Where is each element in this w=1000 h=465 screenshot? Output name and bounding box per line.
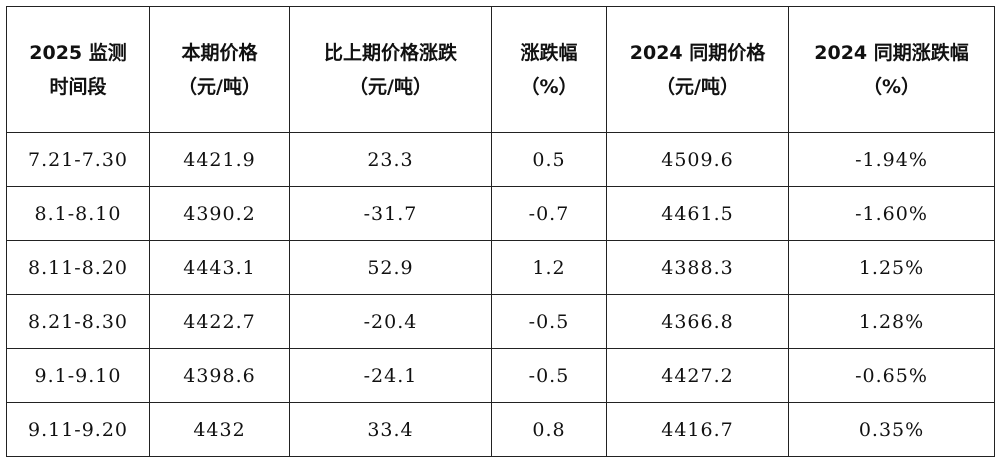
cell-2024-change-rate: 1.25%	[788, 240, 995, 295]
table-row: 8.1-8.10 4390.2 -31.7 -0.7 4461.5 -1.60%	[6, 186, 995, 241]
header-change-rate: 涨跌幅 （%）	[491, 6, 607, 133]
cell-2024-price: 4461.5	[606, 186, 789, 241]
cell-period: 9.11-9.20	[6, 402, 150, 457]
header-2024-change-rate-line1: 2024 同期涨跌幅	[814, 41, 969, 64]
price-table: 2025 监测 时间段 本期价格 （元/吨） 比上期价格涨跌 （元/吨） 涨跌幅…	[6, 6, 995, 457]
header-period: 2025 监测 时间段	[6, 6, 150, 133]
header-row: 2025 监测 时间段 本期价格 （元/吨） 比上期价格涨跌 （元/吨） 涨跌幅…	[6, 6, 995, 133]
cell-2024-price: 4509.6	[606, 132, 789, 187]
header-price-change-line1: 比上期价格涨跌	[323, 41, 457, 64]
cell-period: 9.1-9.10	[6, 348, 150, 403]
cell-2024-price: 4416.7	[606, 402, 789, 457]
cell-current-price: 4421.9	[149, 132, 290, 187]
cell-change-rate: -0.5	[491, 294, 607, 349]
cell-2024-change-rate: -1.94%	[788, 132, 995, 187]
header-current-price-line1: 本期价格	[181, 41, 258, 64]
cell-current-price: 4432	[149, 402, 290, 457]
cell-change-rate: 0.8	[491, 402, 607, 457]
cell-period: 7.21-7.30	[6, 132, 150, 187]
cell-current-price: 4390.2	[149, 186, 290, 241]
table-row: 9.11-9.20 4432 33.4 0.8 4416.7 0.35%	[6, 402, 995, 457]
cell-price-change: 33.4	[289, 402, 492, 457]
cell-current-price: 4422.7	[149, 294, 290, 349]
cell-2024-change-rate: -1.60%	[788, 186, 995, 241]
header-period-line2: 时间段	[49, 75, 107, 98]
cell-price-change: -31.7	[289, 186, 492, 241]
cell-change-rate: -0.5	[491, 348, 607, 403]
cell-period: 8.11-8.20	[6, 240, 150, 295]
cell-current-price: 4443.1	[149, 240, 290, 295]
header-price-change-line2: （元/吨）	[349, 75, 432, 98]
cell-change-rate: 0.5	[491, 132, 607, 187]
cell-2024-change-rate: 1.28%	[788, 294, 995, 349]
table-row: 8.21-8.30 4422.7 -20.4 -0.5 4366.8 1.28%	[6, 294, 995, 349]
cell-2024-change-rate: 0.35%	[788, 402, 995, 457]
header-2024-change-rate-line2: （%）	[862, 75, 921, 98]
cell-price-change: 52.9	[289, 240, 492, 295]
cell-2024-price: 4388.3	[606, 240, 789, 295]
header-change-rate-line1: 涨跌幅	[520, 41, 578, 64]
cell-2024-price: 4366.8	[606, 294, 789, 349]
table-row: 9.1-9.10 4398.6 -24.1 -0.5 4427.2 -0.65%	[6, 348, 995, 403]
table-row: 7.21-7.30 4421.9 23.3 0.5 4509.6 -1.94%	[6, 132, 995, 187]
cell-2024-change-rate: -0.65%	[788, 348, 995, 403]
header-price-change: 比上期价格涨跌 （元/吨）	[289, 6, 492, 133]
header-2024-price: 2024 同期价格 （元/吨）	[606, 6, 789, 133]
cell-period: 8.21-8.30	[6, 294, 150, 349]
cell-change-rate: -0.7	[491, 186, 607, 241]
header-current-price: 本期价格 （元/吨）	[149, 6, 290, 133]
header-2024-change-rate: 2024 同期涨跌幅 （%）	[788, 6, 995, 133]
cell-period: 8.1-8.10	[6, 186, 150, 241]
cell-price-change: -20.4	[289, 294, 492, 349]
cell-price-change: 23.3	[289, 132, 492, 187]
cell-current-price: 4398.6	[149, 348, 290, 403]
header-2024-price-line1: 2024 同期价格	[629, 41, 766, 64]
table-row: 8.11-8.20 4443.1 52.9 1.2 4388.3 1.25%	[6, 240, 995, 295]
cell-change-rate: 1.2	[491, 240, 607, 295]
header-change-rate-line2: （%）	[520, 75, 578, 98]
cell-price-change: -24.1	[289, 348, 492, 403]
header-period-line1: 2025 监测	[29, 41, 127, 64]
header-current-price-line2: （元/吨）	[178, 75, 261, 98]
cell-2024-price: 4427.2	[606, 348, 789, 403]
header-2024-price-line2: （元/吨）	[656, 75, 739, 98]
